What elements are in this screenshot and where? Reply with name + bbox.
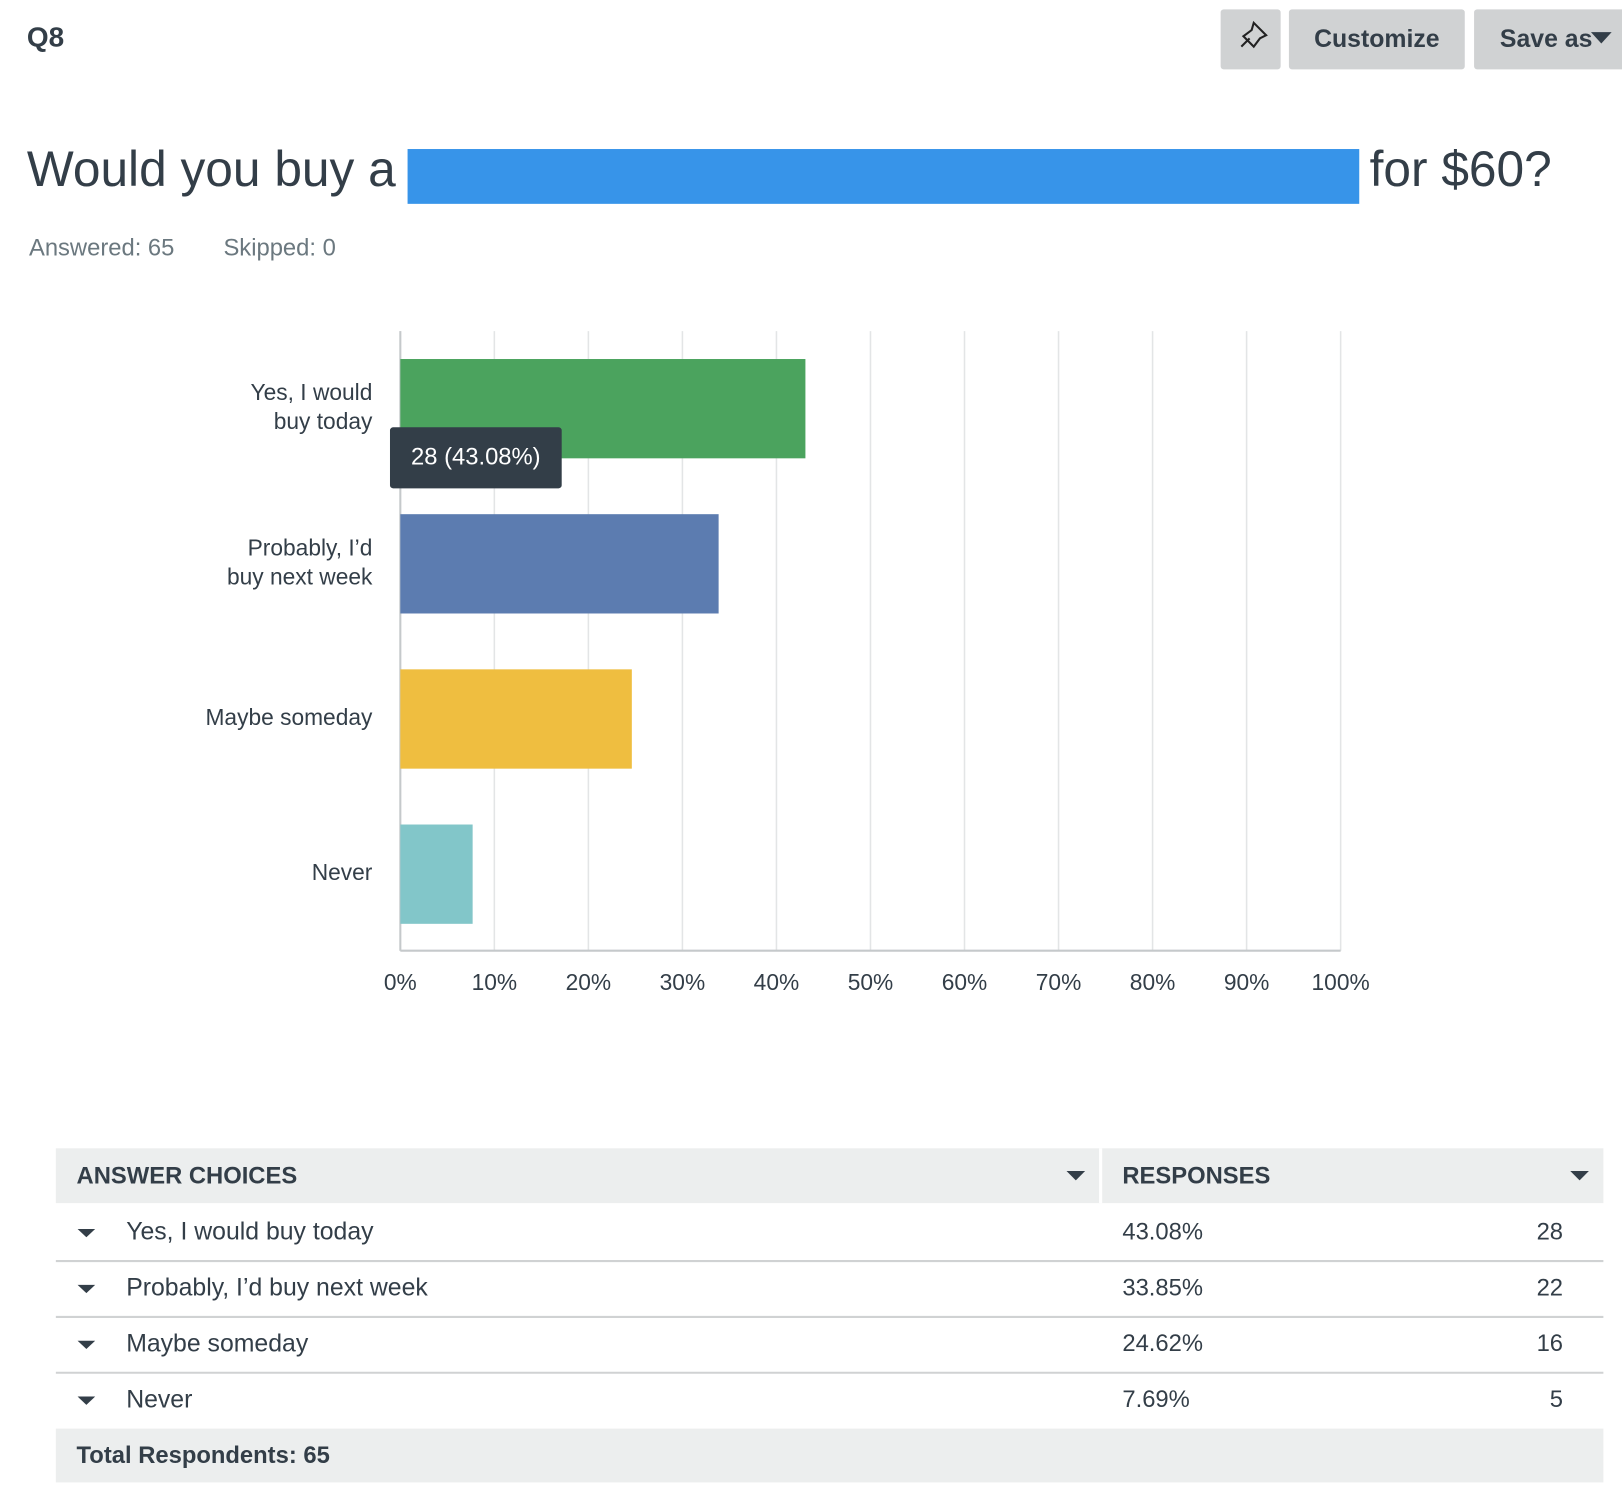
tooltip: 28 (43.08%) xyxy=(411,444,541,471)
bar xyxy=(400,669,632,769)
x-tick-label: 80% xyxy=(1130,969,1176,995)
save-as-label: Save as xyxy=(1500,26,1592,53)
response-percent: 43.08% xyxy=(1122,1218,1203,1245)
response-count: 5 xyxy=(1550,1386,1563,1413)
save-as-button-bg xyxy=(1474,9,1622,70)
expand-caret xyxy=(77,1228,96,1238)
sort-caret xyxy=(1066,1171,1086,1181)
answered-count: Answered: 65 xyxy=(29,235,174,262)
y-tick-label: Probably, I’d xyxy=(248,534,373,560)
answer-choice: Yes, I would buy today xyxy=(126,1219,374,1246)
x-tick-label: 70% xyxy=(1036,969,1082,995)
y-tick-label: buy next week xyxy=(227,563,373,589)
y-tick-label: Never xyxy=(312,859,373,885)
response-count: 28 xyxy=(1537,1218,1563,1245)
y-tick-label: Maybe someday xyxy=(205,704,373,730)
redaction xyxy=(407,149,1360,204)
response-count: 22 xyxy=(1537,1274,1563,1301)
x-tick-label: 50% xyxy=(848,969,894,995)
tooltip-bg xyxy=(389,427,562,489)
y-tick-label: buy today xyxy=(274,408,373,434)
skipped-count: Skipped: 0 xyxy=(223,235,335,262)
pin-button[interactable] xyxy=(1220,9,1281,70)
x-tick-label: 30% xyxy=(660,969,706,995)
expand-caret xyxy=(77,1340,96,1349)
table-footer-bg xyxy=(55,1428,1604,1483)
x-tick-label: 20% xyxy=(566,969,612,995)
customize-label: Customize xyxy=(1314,26,1439,53)
question-id: Q8 xyxy=(27,22,64,53)
x-tick-label: 100% xyxy=(1312,969,1370,995)
dropdown-caret xyxy=(1590,32,1612,44)
expand-caret xyxy=(77,1396,96,1405)
pin-button-bg xyxy=(1220,9,1281,70)
responses-table: ANSWER CHOICES RESPONSES Yes, I would buy … xyxy=(55,1148,1604,1483)
answer-choice: Never xyxy=(126,1386,192,1413)
answer-choice: Maybe someday xyxy=(126,1330,309,1357)
bar xyxy=(400,514,719,614)
sort-caret xyxy=(1570,1171,1589,1181)
y-tick-label: Yes, I would xyxy=(251,379,373,405)
save-as-button[interactable]: Save as xyxy=(1474,9,1622,70)
x-tick-label: 90% xyxy=(1224,969,1270,995)
x-tick-label: 60% xyxy=(942,969,988,995)
question-title-start: Would you buy a xyxy=(27,141,396,197)
response-percent: 24.62% xyxy=(1122,1330,1203,1357)
response-percent: 33.85% xyxy=(1122,1274,1203,1301)
customize-button[interactable]: Customize xyxy=(1288,9,1465,70)
x-tick-label: 10% xyxy=(472,969,518,995)
table-header-bg xyxy=(55,1148,1604,1204)
response-percent: 7.69% xyxy=(1122,1386,1189,1413)
x-tick-label: 40% xyxy=(754,969,800,995)
bar xyxy=(400,824,473,924)
column-header: ANSWER CHOICES xyxy=(77,1163,298,1190)
column-header: RESPONSES xyxy=(1122,1163,1270,1190)
chart: 0% 10% 20% 30% 40% 50% 60% 70% 80% 90% 100% Yes, I … xyxy=(205,331,1370,995)
pin-icon xyxy=(1240,20,1268,49)
table-footer: Total Respondents: 65 xyxy=(77,1442,330,1469)
question-title-end: for $60? xyxy=(1370,141,1552,197)
x-tick-label: 0% xyxy=(384,969,417,995)
expand-caret xyxy=(77,1284,96,1294)
response-count: 16 xyxy=(1537,1330,1563,1357)
customize-button-bg xyxy=(1288,9,1465,70)
answer-choice: Probably, I’d buy next week xyxy=(126,1275,428,1302)
